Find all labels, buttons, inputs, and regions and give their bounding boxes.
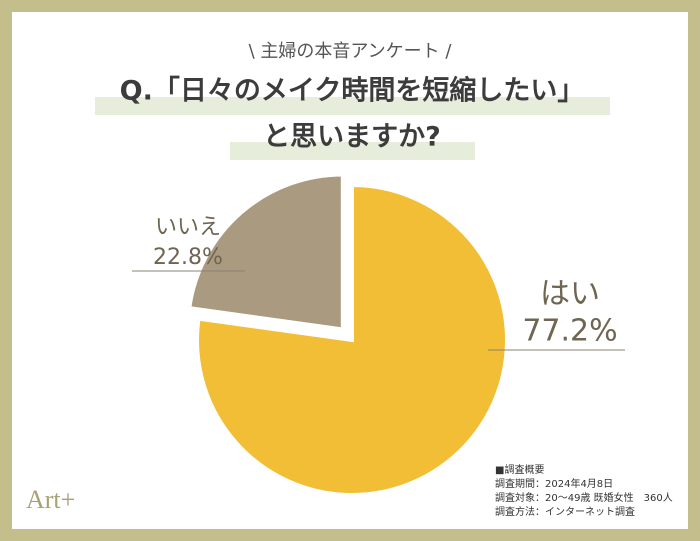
note: 調査方法：インターネット調査 bbox=[495, 505, 635, 518]
pie-slice bbox=[195, 182, 509, 497]
category-label: はい bbox=[540, 277, 600, 312]
pie-slice bbox=[187, 172, 345, 332]
highlight bbox=[230, 142, 475, 160]
value-label: 22.8% bbox=[153, 245, 223, 270]
note: 調査対象：20～49歳 既婚女性 360人 bbox=[495, 491, 673, 504]
title-line: と思いますか? bbox=[263, 122, 441, 153]
note: ■調査概要 bbox=[495, 463, 544, 476]
highlight bbox=[95, 97, 610, 115]
subtitle: \ 主婦の本音アンケート / bbox=[249, 41, 453, 62]
note: 調査期間：2024年4月8日 bbox=[495, 477, 613, 490]
title-line: Q.「日々のメイク時間を短縮したい」 bbox=[120, 75, 585, 107]
pie bbox=[187, 172, 509, 497]
category-label: いいえ bbox=[155, 215, 221, 240]
value-label: 77.2% bbox=[522, 314, 617, 349]
logo: Art+ bbox=[26, 485, 75, 514]
